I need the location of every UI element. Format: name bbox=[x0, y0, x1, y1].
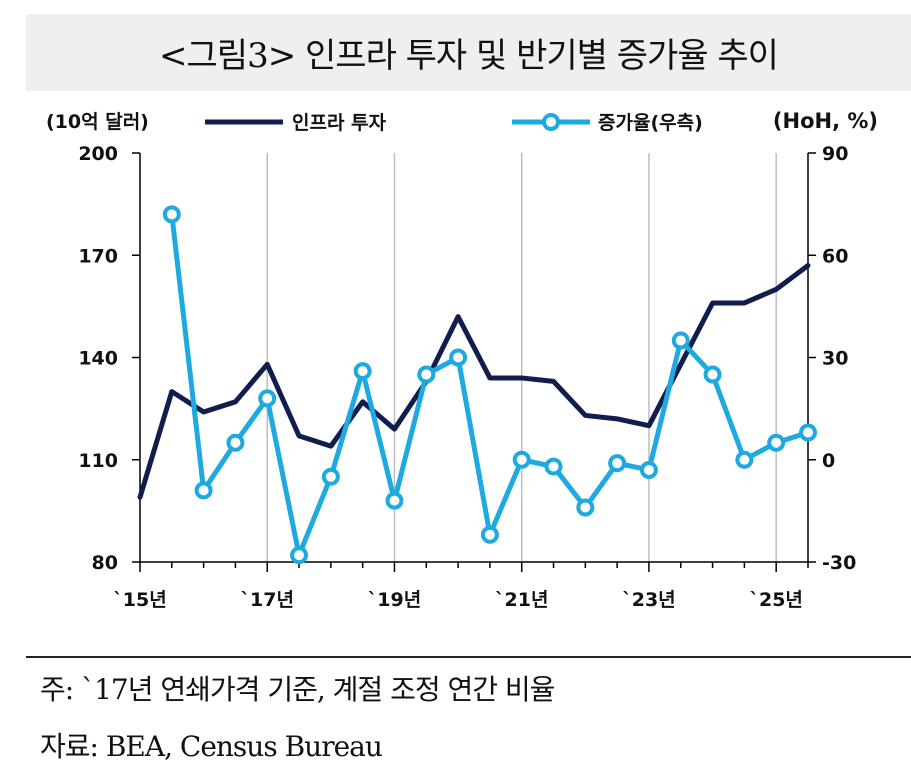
chart: 200 170 140 110 80 90 60 30 0 -30 `15년 `17년 `19년 `21년… bbox=[46, 109, 878, 611]
growth-point bbox=[512, 450, 531, 469]
series-layer bbox=[137, 205, 817, 565]
growth-point bbox=[290, 546, 309, 565]
growth-point bbox=[767, 433, 786, 452]
growth-point bbox=[671, 331, 690, 350]
axes bbox=[132, 152, 816, 572]
x-tick-label: `15년 bbox=[113, 589, 166, 611]
x-tick-label: `19년 bbox=[368, 589, 421, 611]
growth-point bbox=[799, 423, 817, 442]
investment-line bbox=[137, 262, 811, 500]
growth-point bbox=[608, 454, 627, 473]
growth-point bbox=[353, 362, 372, 381]
footnote: 주: `17년 연쇄가격 기준, 계절 조정 연간 비율 bbox=[40, 673, 555, 706]
left-tick-label: 170 bbox=[78, 245, 118, 267]
growth-point bbox=[703, 365, 722, 384]
growth-point bbox=[321, 467, 340, 486]
page-title: <그림3> 인프라 투자 및 반기별 증가율 추이 bbox=[159, 36, 779, 76]
growth-point bbox=[735, 450, 754, 469]
growth-point bbox=[162, 205, 181, 224]
right-axis-unit: (HoH, %) bbox=[773, 109, 878, 133]
right-tick-label: 30 bbox=[822, 348, 848, 370]
divider bbox=[26, 656, 911, 658]
growth-point bbox=[385, 491, 404, 510]
legend-marker-growth bbox=[542, 113, 560, 131]
growth-point bbox=[639, 460, 658, 479]
right-tick-label: 0 bbox=[822, 450, 835, 472]
growth-point bbox=[194, 481, 213, 500]
x-tick-label: `17년 bbox=[241, 589, 294, 611]
growth-point bbox=[417, 365, 436, 384]
left-tick-label: 140 bbox=[78, 348, 118, 370]
axis-labels: 200 170 140 110 80 90 60 30 0 -30 `15년 `17년 `19년 `21년… bbox=[46, 109, 878, 611]
growth-point bbox=[576, 498, 595, 517]
right-tick-label: -30 bbox=[822, 552, 856, 574]
x-tick-label: `23년 bbox=[622, 589, 675, 611]
x-tick-label: `25년 bbox=[749, 589, 802, 611]
left-tick-label: 80 bbox=[92, 552, 118, 574]
growth-point bbox=[480, 525, 499, 544]
left-axis-unit: (10억 달러) bbox=[46, 111, 149, 133]
left-tick-label: 200 bbox=[78, 143, 118, 165]
left-tick-label: 110 bbox=[78, 450, 118, 472]
legend-label-growth: 증가율(우측) bbox=[598, 112, 703, 134]
growth-point bbox=[226, 433, 245, 452]
growth-point bbox=[449, 348, 468, 367]
source-note: 자료: BEA, Census Bureau bbox=[40, 730, 383, 763]
right-tick-label: 90 bbox=[822, 143, 848, 165]
right-tick-label: 60 bbox=[822, 245, 848, 267]
growth-point bbox=[258, 389, 277, 408]
legend: 인프라 투자 증가율(우측) bbox=[205, 112, 703, 134]
legend-label-investment: 인프라 투자 bbox=[292, 112, 387, 134]
x-tick-label: `21년 bbox=[495, 589, 548, 611]
growth-point bbox=[544, 457, 563, 476]
title-bar: <그림3> 인프라 투자 및 반기별 증가율 추이 bbox=[26, 14, 911, 91]
